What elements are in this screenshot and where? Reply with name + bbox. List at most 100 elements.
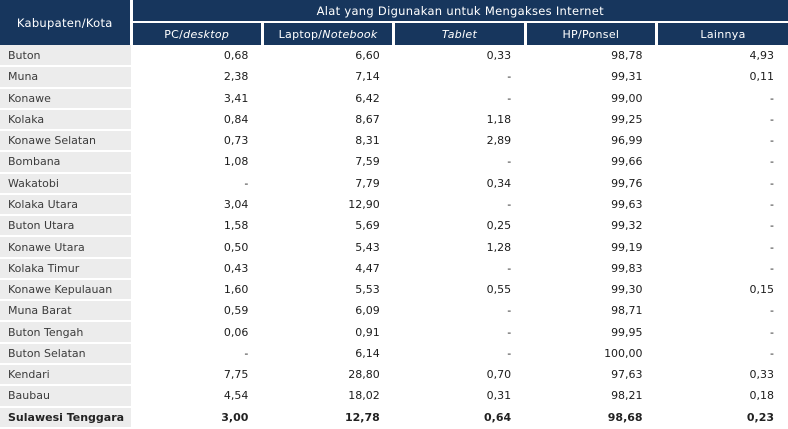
value-cell: - [507,325,512,339]
column-header-italic-text: Notebook [322,27,378,41]
value-cell: - [770,176,774,190]
value-cell: 0,73 [223,134,249,148]
value-cell: 0,31 [486,389,512,403]
value-cell: - [507,91,512,105]
table-body: Buton 0,68 6,60 0,33 98,78 4,93 Muna 2,38 7,14 - 9… [0,45,788,429]
region-name-cell: Bombana [0,151,131,174]
value-cell: 3,41 [223,91,249,105]
value-cell: - [770,112,774,126]
value-cell: - [770,134,774,148]
region-name-cell: Baubau [0,385,131,408]
value-cell: 0,33 [486,49,512,63]
value-cell: 0,11 [749,70,775,84]
region-name-cell: Kolaka [0,108,131,132]
value-cell: 7,79 [355,176,380,190]
region-name-cell: Konawe [0,87,131,110]
value-cell: 4,93 [749,49,775,63]
value-cell: 0,43 [223,261,249,275]
value-cell: 0,84 [223,112,249,126]
value-cell: 3,00 [221,410,249,424]
region-name-cell: Sulawesi Tenggara [0,406,131,429]
value-cell: 0,70 [486,368,512,382]
column-header-text: Laptop/ [278,27,323,41]
table-row: Muna Barat 0,59 6,09 - 98,71 - [0,300,788,323]
value-cell: 1,18 [486,112,512,126]
table-header: Kabupaten/Kota Alat yang Digunakan untuk… [0,0,788,45]
region-name-cell: Buton [0,45,131,68]
value-cell: 8,31 [355,134,380,148]
value-cell: 2,38 [223,70,249,84]
value-cell: 99,00 [611,91,643,105]
value-cell: - [770,155,774,169]
column-header-row: PC/desktop Laptop/Notebook Tablet HP/Pon… [0,22,788,45]
value-cell: 0,23 [746,410,774,424]
column-header-hp-ponsel: HP/Ponsel [525,22,659,45]
value-cell: 0,15 [749,283,775,297]
value-cell: 8,67 [355,112,380,126]
region-name-cell: Konawe Kepulauan [0,278,131,302]
group-header-row: Kabupaten/Kota Alat yang Digunakan untuk… [0,0,788,45]
table-row: Kendari 7,75 28,80 0,70 97,63 0,33 [0,363,788,387]
value-cell: 2,89 [486,134,512,148]
value-cell: 6,09 [355,304,380,318]
table-row: Wakatobi - 7,79 0,34 99,76 - [0,172,788,195]
value-cell: 6,42 [355,91,380,105]
value-cell: 99,25 [611,112,643,126]
value-cell: 0,50 [223,240,249,254]
value-cell: - [507,70,512,84]
column-header-text: Lainnya [700,27,746,41]
table-row: Buton Utara 1,58 5,69 0,25 99,32 - [0,215,788,238]
value-cell: 99,76 [611,176,643,190]
value-cell: 5,53 [355,283,380,297]
value-cell: 28,80 [348,368,380,382]
value-cell: 4,47 [355,261,380,275]
value-cell: 0,06 [223,325,249,339]
column-header-laptop-notebook: Laptop/Notebook [262,22,396,45]
table-row: Buton Selatan - 6,14 - 100,00 - [0,342,788,365]
value-cell: 100,00 [604,346,643,360]
region-name-cell: Muna [0,66,131,89]
value-cell: 12,78 [344,410,380,424]
value-cell: 98,71 [611,304,643,318]
value-cell: - [507,197,512,211]
column-header-tablet: Tablet [393,22,527,45]
region-name-cell: Kendari [0,363,131,387]
value-cell: 0,18 [749,389,775,403]
value-cell: 99,66 [611,155,643,169]
value-cell: - [507,304,512,318]
value-cell: 1,08 [223,155,249,169]
value-cell: 99,95 [611,325,643,339]
table-row: Konawe Utara 0,50 5,43 1,28 99,19 - [0,236,788,259]
value-cell: 99,32 [611,219,643,233]
value-cell: 0,33 [749,368,775,382]
value-cell: 97,63 [611,368,643,382]
value-cell: 5,69 [355,219,380,233]
value-cell: 3,04 [223,197,249,211]
table-row: Bombana 1,08 7,59 - 99,66 - [0,151,788,174]
value-cell: 5,43 [355,240,380,254]
value-cell: 6,60 [355,49,380,63]
value-cell: - [770,346,774,360]
region-name-cell: Muna Barat [0,300,131,323]
value-cell: 99,31 [611,70,643,84]
value-cell: 98,78 [611,49,643,63]
value-cell: 0,68 [223,49,249,63]
region-name-cell: Konawe Selatan [0,130,131,153]
table-row: Kolaka Utara 3,04 12,90 - 99,63 - [0,193,788,217]
value-cell: 99,30 [611,283,643,297]
value-cell: 98,21 [611,389,643,403]
row-header-kabupaten-kota: Kabupaten/Kota [0,0,133,45]
value-cell: 12,90 [348,197,380,211]
region-name-cell: Buton Selatan [0,342,131,365]
table-row: Konawe Kepulauan 1,60 5,53 0,55 99,30 0,15 [0,278,788,302]
region-name-cell: Buton Utara [0,215,131,238]
value-cell: - [770,304,774,318]
value-cell: - [770,197,774,211]
region-name-cell: Wakatobi [0,172,131,195]
group-header-title: Alat yang Digunakan untuk Mengakses Inte… [131,0,788,23]
value-cell: - [507,155,512,169]
value-cell: 7,59 [355,155,380,169]
table-row: Muna 2,38 7,14 - 99,31 0,11 [0,66,788,89]
value-cell: - [244,176,249,190]
value-cell: 4,54 [223,389,249,403]
